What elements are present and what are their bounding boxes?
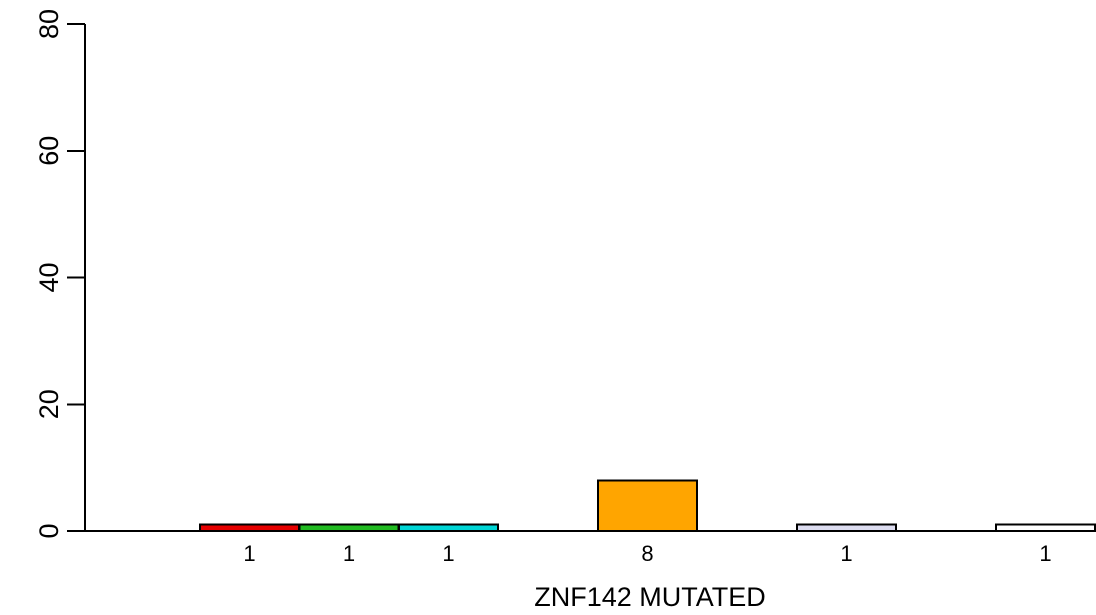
- y-tick-label: 60: [34, 136, 64, 166]
- y-tick-label: 40: [34, 262, 64, 292]
- bar: [995, 523, 1096, 532]
- bar-value-labels: 1 1 1 8 1 1: [243, 541, 1051, 566]
- bar-value-label: 8: [641, 541, 653, 566]
- bar: [398, 523, 499, 532]
- y-tick-label: 0: [34, 523, 64, 538]
- y-axis: 0 20 40 60 80: [34, 9, 86, 539]
- bar: [796, 523, 897, 532]
- bar-value-label: 1: [243, 541, 255, 566]
- x-axis-title: ZNF142 MUTATED: [534, 582, 766, 612]
- bar-value-label: 1: [343, 541, 355, 566]
- bar: [597, 479, 698, 532]
- bars: [85, 479, 1096, 532]
- bar: [199, 523, 300, 532]
- y-tick-label: 20: [34, 389, 64, 419]
- bar-value-label: 1: [840, 541, 852, 566]
- bar: [298, 523, 400, 532]
- y-tick-label: 80: [34, 9, 64, 39]
- bar-value-label: 1: [1039, 541, 1051, 566]
- bar-value-label: 1: [442, 541, 454, 566]
